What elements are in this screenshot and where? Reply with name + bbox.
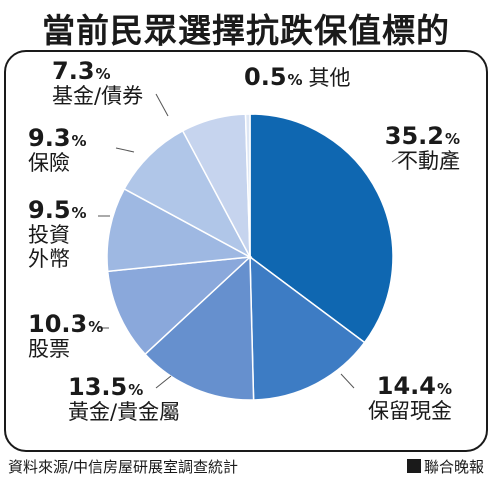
slice-value-label: 13.5% — [68, 373, 143, 401]
slice-category-label: 保留現金 — [368, 399, 452, 423]
slice-category-label: 投資 — [28, 223, 70, 247]
pie-chart: 35.2%不動產 14.4%保留現金 13.5%黃金/貴金屬 10.3%股票 9.5%投… — [28, 57, 460, 424]
slice-category-label: 基金/債券 — [52, 84, 143, 108]
pie-slice-4 — [106, 256, 253, 356]
slice-value-label: 0.5% 其他 — [244, 63, 351, 91]
chart-title: 當前民眾選擇抗跌保值標的 — [42, 11, 450, 50]
source-note: 資料來源/中信房屋研展室調查統計 — [8, 458, 239, 476]
slice-category-label: 保險 — [28, 151, 70, 175]
slice-value-label: 10.3% — [28, 310, 103, 338]
pie-slice-2 — [249, 255, 366, 401]
slice-label-3: 13.5%黃金/貴金屬 — [68, 373, 180, 424]
pie-slice-8 — [244, 113, 251, 258]
slice-value-label: 35.2% — [385, 122, 460, 150]
leader-line-6 — [115, 147, 135, 153]
pie-slice-6 — [123, 129, 252, 259]
leader-line-7 — [155, 93, 169, 117]
footer: 資料來源/中信房屋研展室調查統計 聯合晚報 — [8, 456, 484, 478]
slice-label-4: 10.3%股票 — [28, 310, 103, 361]
chart-panel: 35.2% 不動產 14.4% 保留現金 13.5% 黃金/貴金屬 10.3% 股票 9.5% 投… — [4, 50, 488, 452]
pie-slice-5 — [106, 187, 253, 273]
slice-category-label: 黃金/貴金屬 — [68, 400, 180, 424]
slice-label-8: 0.5% 其他 — [244, 63, 351, 91]
leader-line-3 — [155, 375, 172, 389]
slice-label-1: 35.2%不動產 — [385, 122, 460, 173]
slice-label-2: 14.4%保留現金 — [368, 372, 452, 423]
publisher-brand: 聯合晚報 — [406, 456, 484, 477]
brand-square-icon — [406, 459, 421, 473]
slice-value-label: 9.3% — [28, 124, 87, 152]
leader-line-1 — [391, 151, 407, 163]
slice-category-label: 股票 — [28, 337, 70, 361]
slice-category-label: 外幣 — [28, 247, 70, 271]
slice-label-7: 7.3%基金/債券 — [52, 57, 143, 108]
leader-line-2 — [340, 373, 355, 389]
slice-value-label: 9.5% — [28, 196, 87, 224]
slice-value-label: 14.4% — [377, 372, 452, 400]
slice-category-label: 不動產 — [397, 149, 460, 173]
brand-name: 聯合晚報 — [423, 458, 484, 476]
slice-label-6: 9.3%保險 — [28, 124, 87, 175]
pie-slice-1 — [249, 113, 394, 344]
pie-slice-3 — [144, 255, 255, 401]
slice-value-label: 7.3% — [52, 57, 111, 85]
